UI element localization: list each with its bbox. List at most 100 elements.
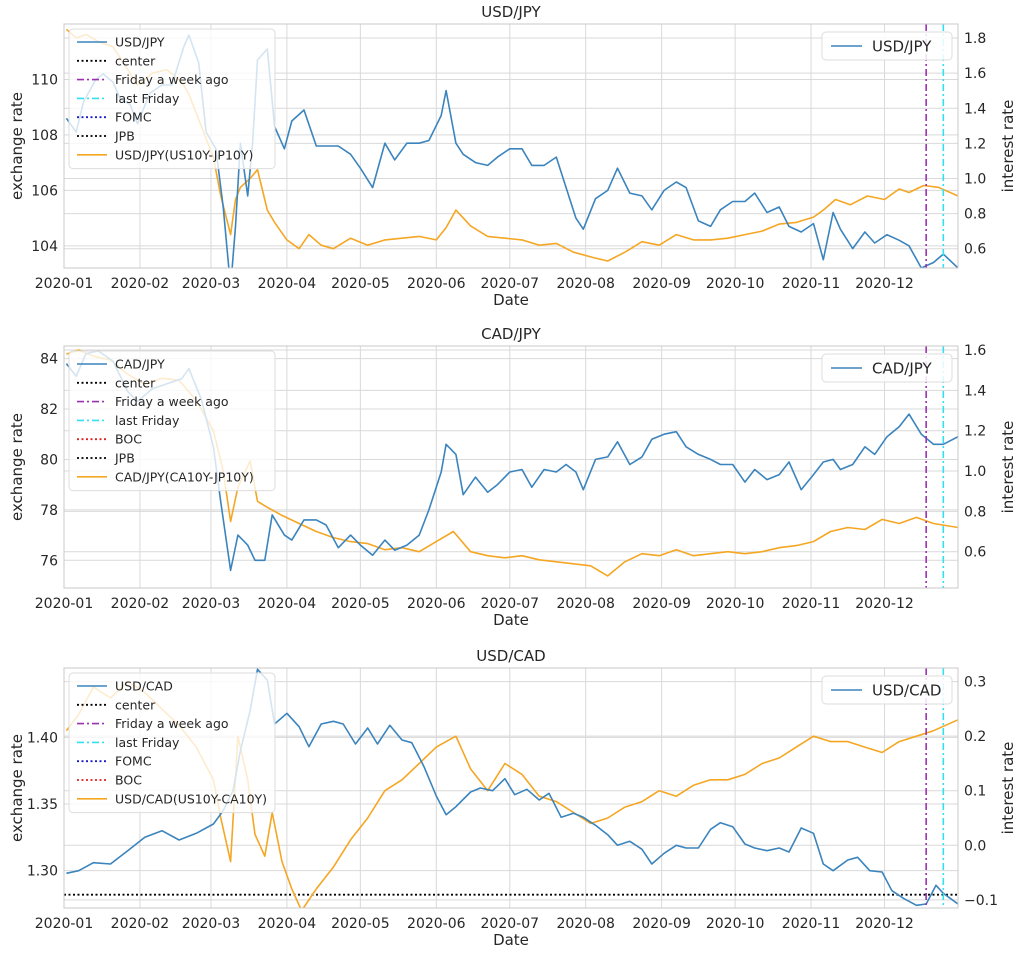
x-tick-label: 2020-02	[111, 916, 170, 932]
y-axis-label: exchange rate	[8, 92, 26, 200]
legend-entry: CAD/JPY	[872, 360, 932, 378]
y2-tick-label: 0.6	[964, 242, 986, 258]
x-tick-label: 2020-05	[331, 596, 390, 612]
x-tick-label: 2020-05	[331, 276, 390, 292]
x-axis-label: Date	[493, 611, 529, 629]
x-tick-label: 2020-06	[407, 596, 466, 612]
legend-box	[68, 28, 276, 170]
plot-frame	[63, 345, 959, 589]
x-tick-label: 2020-04	[258, 276, 317, 292]
y-tick-label: 110	[31, 72, 58, 88]
chart-title: USD/JPY	[481, 3, 541, 21]
x-tick-label: 2020-11	[782, 276, 841, 292]
y2-axis-label: interest rate	[999, 100, 1017, 193]
legend-entry: Friday a week ago	[115, 716, 229, 731]
x-tick-label: 2020-07	[481, 916, 540, 932]
legend-left: USD/CAD center Friday a week ago last Frida…	[68, 672, 276, 814]
y2-tick-label: 1.2	[964, 136, 986, 152]
legend-entry: USD/CAD	[115, 679, 173, 694]
chart-title: CAD/JPY	[481, 325, 541, 343]
plot-frame	[63, 667, 959, 909]
y2-axis-label: interest rate	[999, 742, 1017, 835]
x-tick-label: 2020-01	[35, 916, 94, 932]
x-tick-label: 2020-06	[407, 276, 466, 292]
legend-box	[821, 675, 953, 705]
y2-tick-label: 1.6	[964, 343, 986, 359]
y2-tick-label: 0.8	[964, 207, 986, 223]
legend-box	[821, 31, 953, 61]
x-tick-label: 2020-09	[632, 276, 691, 292]
x-tick-label: 2020-07	[481, 596, 540, 612]
series-line-CAD/JPY	[65, 350, 958, 572]
legend-entry: BOC	[115, 432, 142, 447]
legend-left: USD/JPY center Friday a week ago last Frida…	[68, 28, 276, 170]
legend-entry: JPB	[114, 129, 135, 144]
y2-tick-label: 1.0	[964, 464, 986, 480]
legend-right: CAD/JPY	[821, 353, 953, 383]
legend-entry: USD/JPY(US10Y-JP10Y)	[115, 147, 253, 162]
y-tick-label: 76	[40, 553, 58, 569]
legend-box	[821, 353, 953, 383]
chart-panel-0: 2020-01 2020-02 2020-03 2020-04 2020-05 2020-…	[8, 3, 1017, 309]
legend-entry: CAD/JPY(CA10Y-JP10Y)	[115, 469, 254, 484]
y-tick-label: 80	[40, 452, 58, 468]
chart-title: USD/CAD	[476, 647, 545, 665]
x-tick-label: 2020-05	[331, 916, 390, 932]
x-tick-label: 2020-03	[182, 916, 241, 932]
legend-entry: Friday a week ago	[115, 394, 229, 409]
x-tick-label: 2020-12	[855, 916, 914, 932]
y2-tick-label: 1.8	[964, 31, 986, 47]
legend-entry: USD/CAD(US10Y-CA10Y)	[115, 791, 267, 806]
legend-entry: last Friday	[115, 735, 180, 750]
y2-tick-label: 0.2	[964, 729, 986, 745]
x-tick-label: 2020-02	[111, 596, 170, 612]
legend-entry: center	[115, 53, 156, 68]
x-tick-label: 2020-12	[855, 596, 914, 612]
x-tick-label: 2020-07	[481, 276, 540, 292]
x-tick-label: 2020-01	[35, 596, 94, 612]
legend-entry: last Friday	[115, 413, 180, 428]
x-axis-label: Date	[493, 291, 529, 309]
legend-entry: center	[115, 375, 156, 390]
x-tick-label: 2020-12	[855, 276, 914, 292]
y-tick-label: 108	[31, 128, 58, 144]
legend-entry: CAD/JPY	[115, 357, 165, 372]
y-tick-label: 1.35	[27, 797, 58, 813]
x-tick-label: 2020-03	[182, 276, 241, 292]
grid	[63, 24, 958, 268]
x-tick-label: 2020-09	[632, 596, 691, 612]
x-tick-label: 2020-08	[556, 916, 615, 932]
y2-tick-label: 1.0	[964, 171, 986, 187]
y2-tick-label: −0.1	[964, 893, 998, 909]
legend-entry: Friday a week ago	[115, 72, 229, 87]
legend-right: USD/CAD	[821, 675, 953, 705]
x-tick-label: 2020-04	[258, 596, 317, 612]
x-tick-label: 2020-10	[706, 276, 765, 292]
legend-entry: BOC	[115, 773, 142, 788]
y-tick-label: 78	[40, 503, 58, 519]
y-tick-label: 82	[40, 402, 58, 418]
y2-tick-label: 0.3	[964, 675, 986, 691]
y-tick-label: 1.40	[27, 730, 58, 746]
x-tick-label: 2020-08	[556, 276, 615, 292]
legend-entry: FOMC	[115, 110, 152, 125]
y-tick-label: 84	[40, 352, 58, 368]
x-tick-label: 2020-08	[556, 596, 615, 612]
y2-tick-label: 0.8	[964, 504, 986, 520]
x-tick-label: 2020-10	[706, 596, 765, 612]
legend-entry: USD/JPY	[115, 35, 165, 50]
y2-tick-label: 1.4	[964, 101, 986, 117]
x-tick-label: 2020-01	[35, 276, 94, 292]
legend-right: USD/JPY	[821, 31, 953, 61]
legend-left: CAD/JPY center Friday a week ago last Frida…	[68, 350, 276, 492]
legend-box	[68, 672, 276, 814]
y-axis-label: exchange rate	[8, 413, 26, 521]
x-tick-label: 2020-09	[632, 916, 691, 932]
y2-tick-label: 0.0	[964, 838, 986, 854]
y2-tick-label: 0.1	[964, 784, 986, 800]
y2-tick-label: 1.2	[964, 424, 986, 440]
legend-entry: center	[115, 697, 156, 712]
x-axis-label: Date	[493, 931, 529, 949]
legend-entry: USD/JPY	[872, 38, 932, 56]
